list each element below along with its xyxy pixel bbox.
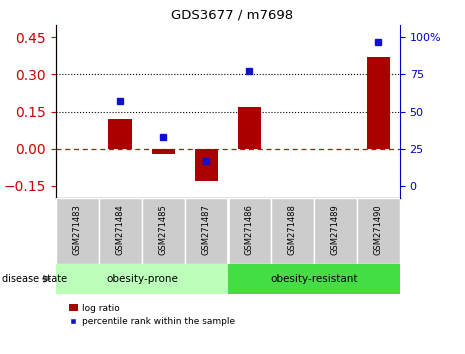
Text: GSM271490: GSM271490: [374, 204, 383, 255]
Bar: [228, 198, 271, 264]
Text: GDS3677 / m7698: GDS3677 / m7698: [172, 9, 293, 22]
Bar: [271, 198, 314, 264]
Text: GSM271483: GSM271483: [73, 204, 82, 255]
Legend: log ratio, percentile rank within the sample: log ratio, percentile rank within the sa…: [65, 300, 239, 330]
Text: obesity-resistant: obesity-resistant: [270, 274, 358, 284]
Text: GSM271486: GSM271486: [245, 204, 254, 255]
Text: GSM271487: GSM271487: [202, 204, 211, 255]
Bar: [56, 198, 99, 264]
Bar: [99, 198, 142, 264]
Bar: [314, 198, 357, 264]
Text: disease state: disease state: [2, 274, 67, 284]
Text: GSM271488: GSM271488: [288, 204, 297, 255]
Bar: [238, 107, 261, 149]
Text: GSM271489: GSM271489: [331, 204, 340, 255]
Bar: [228, 264, 400, 294]
Bar: [185, 198, 228, 264]
Bar: [194, 149, 218, 181]
Bar: [142, 198, 185, 264]
Text: obesity-prone: obesity-prone: [106, 274, 178, 284]
Text: GSM271484: GSM271484: [116, 204, 125, 255]
Bar: [357, 198, 400, 264]
Text: GSM271485: GSM271485: [159, 204, 168, 255]
Bar: [108, 119, 132, 149]
Bar: [366, 57, 390, 149]
Bar: [56, 264, 228, 294]
Bar: [152, 149, 175, 154]
